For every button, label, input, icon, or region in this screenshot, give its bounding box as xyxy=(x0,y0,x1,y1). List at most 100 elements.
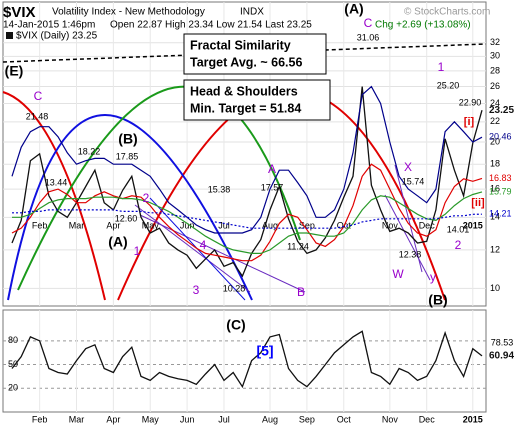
annotation: (A) xyxy=(344,1,363,17)
wedge-line xyxy=(394,164,423,273)
last-value-label: 23.25 xyxy=(489,105,514,116)
text-boxes: Fractal Similarity Target Avg. ~ 66.56 H… xyxy=(183,33,331,121)
annotation: 31.06 xyxy=(357,32,380,42)
last-value-label: 60.94 xyxy=(489,351,514,362)
exchange: INDX xyxy=(240,7,264,18)
last-value-label: 14.21 xyxy=(489,209,512,219)
annotation: 2 xyxy=(143,191,150,205)
last-value-label: 20.46 xyxy=(489,132,512,142)
x-tick-label: Dec xyxy=(419,220,436,230)
annotation: (B) xyxy=(118,131,137,147)
annotation: 15.38 xyxy=(208,184,231,194)
annotation: (A) xyxy=(108,234,127,250)
box-text: Target Avg. ~ 66.56 xyxy=(190,55,302,69)
annotation: (C) xyxy=(226,317,245,333)
x-tick-label: Jul xyxy=(218,220,230,230)
x-tick-label: Aug xyxy=(262,220,278,230)
x-tick-label: 2015 xyxy=(463,414,483,424)
annotation: [i] xyxy=(464,116,475,128)
x-tick-label: Sep xyxy=(299,414,315,424)
y-tick-label: 28 xyxy=(490,65,500,75)
x-tick-label: Feb xyxy=(32,220,48,230)
annotation: [5] xyxy=(256,343,273,359)
annotation: 13.44 xyxy=(45,177,68,187)
annotation: y xyxy=(430,270,436,284)
annotation: 21.48 xyxy=(26,111,49,121)
y-tick-label: 26 xyxy=(490,81,500,91)
box-text: Head & Shoulders xyxy=(190,84,298,98)
y-tick-label: 32 xyxy=(490,37,500,47)
y-tick-label: 14 xyxy=(490,212,500,222)
box-text: Min. Target = 51.84 xyxy=(190,101,301,115)
green-arc xyxy=(17,85,301,291)
annotation: 11.24 xyxy=(287,241,309,251)
wedge-line xyxy=(139,214,306,293)
x-tick-label: Apr xyxy=(106,220,120,230)
y-tick-label: 80 xyxy=(8,335,18,345)
text-box xyxy=(183,79,331,121)
series-line xyxy=(11,330,483,389)
series-line xyxy=(11,163,483,262)
annotation: 4 xyxy=(200,238,207,252)
index-name: Volatility Index - New Methodology xyxy=(52,7,205,18)
annotation: 10.28 xyxy=(223,283,246,293)
x-tick-label: Nov xyxy=(382,220,399,230)
x-tick-label: Jun xyxy=(180,220,195,230)
annotation: C xyxy=(364,16,373,30)
x-tick-label: Apr xyxy=(106,414,120,424)
x-tick-label: Feb xyxy=(32,414,48,424)
legend: $VIX (Daily) 23.25 xyxy=(16,31,98,42)
annotation: 22.90 xyxy=(459,97,482,107)
watermark: © StockCharts.com xyxy=(404,7,490,18)
x-tick-label: Sep xyxy=(299,220,315,230)
annotation: 78.53 xyxy=(491,337,514,347)
annotation: 2 xyxy=(455,238,462,252)
annotation: 12.60 xyxy=(115,213,138,223)
x-tick-label: 2015 xyxy=(463,220,483,230)
y-tick-label: 30 xyxy=(490,51,500,61)
annotation: A xyxy=(268,162,276,176)
series-line xyxy=(11,86,483,278)
x-tick-label: Jun xyxy=(180,414,195,424)
annotation: 18.22 xyxy=(78,146,101,156)
annotation: W xyxy=(392,267,404,281)
x-tick-label: May xyxy=(142,414,160,424)
annotation: B xyxy=(297,285,305,299)
text-box xyxy=(183,33,327,75)
x-tick-label: Jul xyxy=(218,414,230,424)
x-tick-label: Mar xyxy=(69,414,85,424)
series-line xyxy=(12,191,483,254)
last-value-label: 16.83 xyxy=(489,173,512,183)
y-tick-label: 20 xyxy=(490,136,500,146)
wedge-line xyxy=(134,204,251,293)
series-line xyxy=(12,209,483,229)
annotation: 3 xyxy=(193,283,200,297)
y-tick-label: 24 xyxy=(490,98,500,108)
annotation: 1 xyxy=(134,244,141,258)
quote: Open 22.87 High 23.34 Low 21.54 Last 23.… xyxy=(110,20,312,31)
y-tick-label: 18 xyxy=(490,159,500,169)
x-tick-label: Dec xyxy=(419,414,436,424)
symbol: $VIX xyxy=(3,4,36,21)
annotation: 17.57 xyxy=(261,182,284,192)
annotation: (E) xyxy=(5,63,24,79)
x-tick-label: Oct xyxy=(337,414,352,424)
x-tick-label: Mar xyxy=(69,220,85,230)
annotation: (B) xyxy=(428,292,447,308)
y-tick-label: 12 xyxy=(490,244,500,254)
lower-panel xyxy=(2,309,487,413)
wedge-line xyxy=(384,194,431,281)
x-tick-label: Aug xyxy=(262,414,278,424)
annotation: X xyxy=(404,160,412,174)
annotation: 15.74 xyxy=(402,176,425,186)
red-arc xyxy=(2,91,106,301)
y-tick-label: 50 xyxy=(8,359,18,369)
y-tick-label: 16 xyxy=(490,183,500,193)
annotation: [ii] xyxy=(471,197,485,209)
last-value-label: 15.79 xyxy=(489,186,512,196)
blue-arc xyxy=(7,114,253,301)
x-tick-label: May xyxy=(142,220,160,230)
annotation: 14.01 xyxy=(447,224,470,234)
